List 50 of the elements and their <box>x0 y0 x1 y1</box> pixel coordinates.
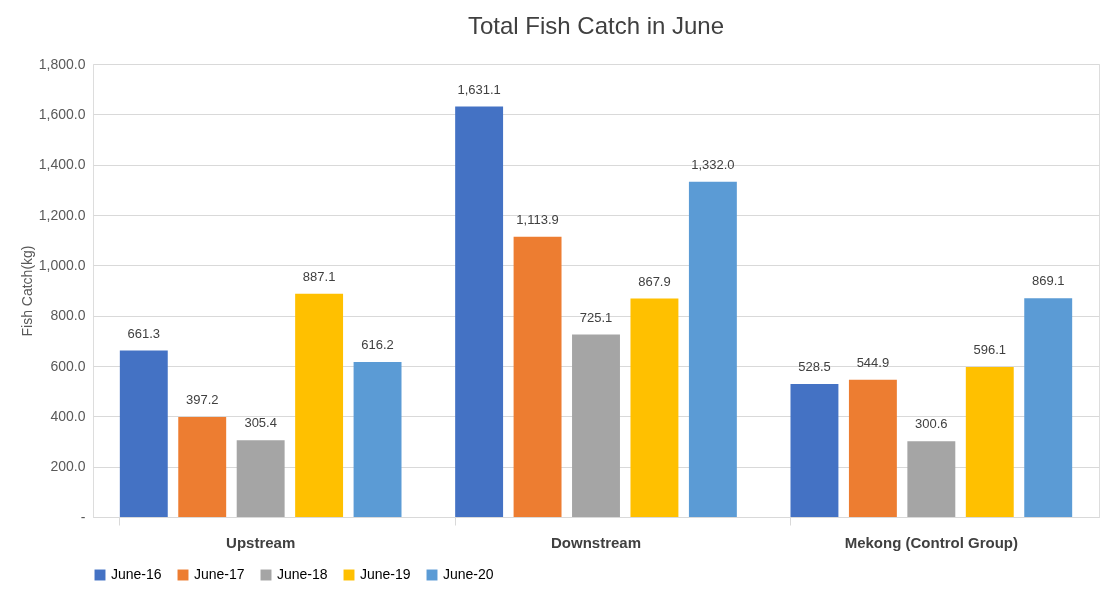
data-label: 544.9 <box>856 354 890 370</box>
bar <box>965 366 1014 517</box>
data-label: 1,113.9 <box>516 211 559 227</box>
bar <box>848 379 897 517</box>
data-label: 869.1 <box>1031 273 1065 289</box>
data-label: 725.1 <box>579 309 613 325</box>
data-label: 397.2 <box>185 392 219 408</box>
data-label: 300.6 <box>915 416 948 432</box>
bar <box>630 298 679 517</box>
x-tick-label: Downstream <box>550 533 642 551</box>
legend-label: June-17 <box>194 566 245 582</box>
legend-label: June-19 <box>360 566 411 582</box>
bar <box>178 417 227 517</box>
y-tick-label: 400.0 <box>50 407 86 424</box>
y-tick-label: 1,000.0 <box>38 256 86 273</box>
y-tick-label: 600.0 <box>50 357 86 374</box>
data-label: 867.9 <box>638 273 671 289</box>
legend-label: June-16 <box>111 566 162 582</box>
bar <box>790 383 839 517</box>
y-tick-label: 1,600.0 <box>38 105 86 122</box>
legend-label: June-18 <box>277 566 328 582</box>
x-tick-label: Mekong (Control Group) <box>844 533 1018 551</box>
bar <box>295 293 344 517</box>
chart-title: Total Fish Catch in June <box>467 12 725 39</box>
bar <box>455 106 504 517</box>
data-label: 616.2 <box>361 336 394 352</box>
data-label: 528.5 <box>798 358 831 374</box>
bar <box>1024 298 1073 517</box>
data-label: 305.4 <box>244 415 277 431</box>
y-tick-label: 1,800.0 <box>38 55 86 72</box>
bar <box>688 181 737 517</box>
bar <box>236 440 285 517</box>
bar <box>119 350 168 517</box>
bar <box>513 236 562 517</box>
data-label: 1,332.0 <box>691 156 735 172</box>
data-label: 1,631.1 <box>457 81 501 97</box>
y-tick-label: 200.0 <box>50 458 86 475</box>
y-tick-label: 1,200.0 <box>38 206 86 223</box>
legend-label: June-20 <box>443 566 494 582</box>
y-tick-label: - <box>80 508 86 525</box>
y-axis-title: Fish Catch(kg) <box>18 245 35 337</box>
x-tick-label: Upstream <box>226 533 296 551</box>
data-label: 661.3 <box>127 325 161 341</box>
data-label: 596.1 <box>973 341 1007 357</box>
data-label: 887.1 <box>302 268 336 284</box>
y-tick-label: 1,400.0 <box>38 156 86 173</box>
y-tick-label: 800.0 <box>50 307 86 324</box>
bar <box>353 361 402 517</box>
bar <box>907 441 956 517</box>
bar <box>572 334 620 517</box>
